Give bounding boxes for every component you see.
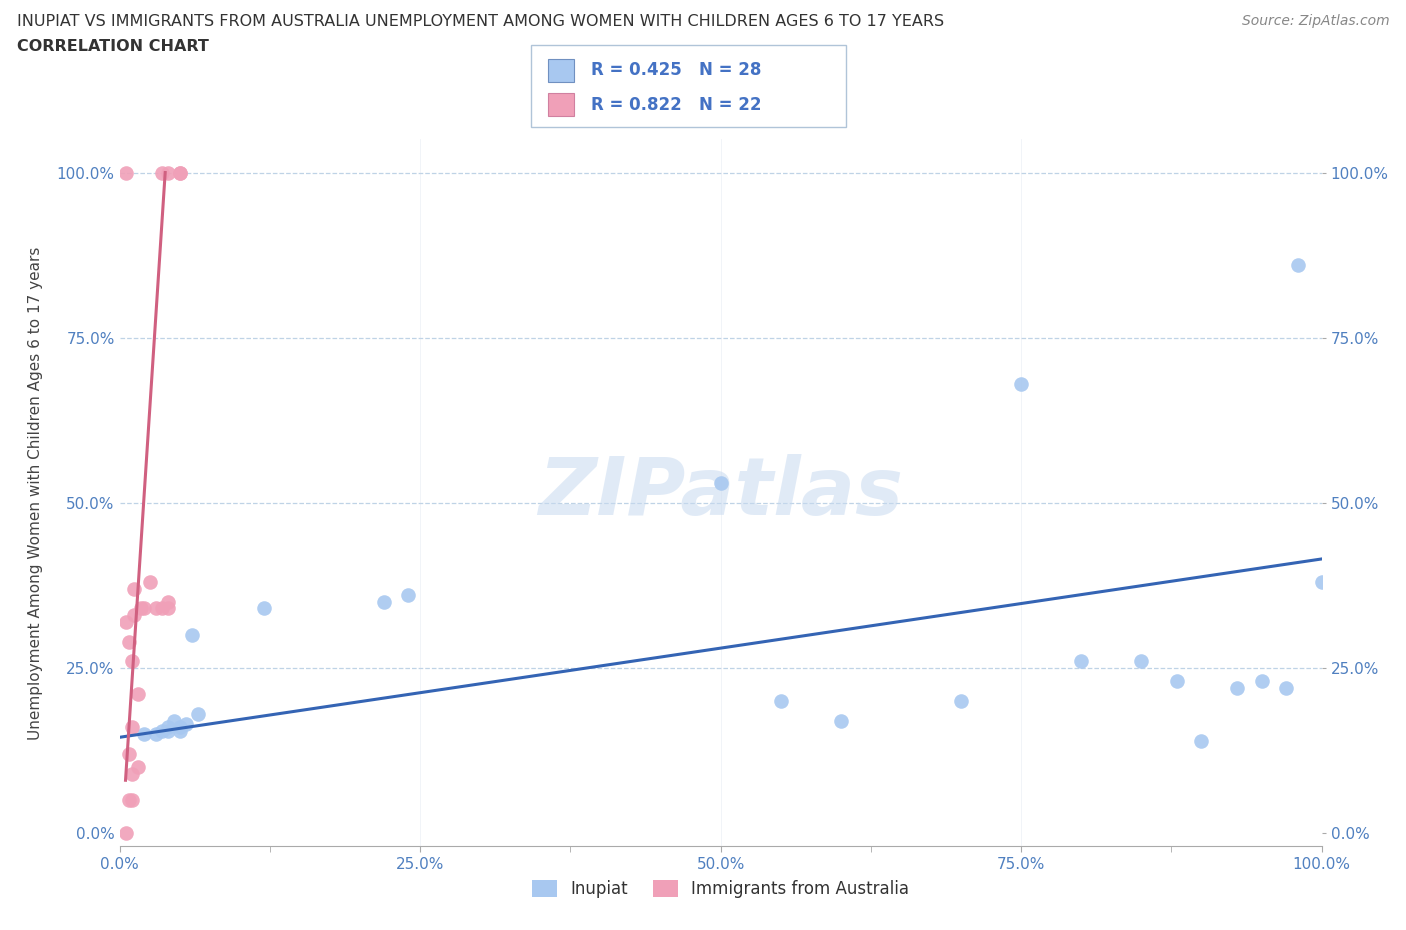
Text: R = 0.425   N = 28: R = 0.425 N = 28 <box>591 61 761 79</box>
Point <box>1189 733 1212 748</box>
Text: INUPIAT VS IMMIGRANTS FROM AUSTRALIA UNEMPLOYMENT AMONG WOMEN WITH CHILDREN AGES: INUPIAT VS IMMIGRANTS FROM AUSTRALIA UNE… <box>17 14 943 29</box>
Point <box>118 792 141 807</box>
Point <box>169 724 191 738</box>
Point <box>769 694 792 709</box>
Point <box>169 166 191 180</box>
Point <box>122 581 145 596</box>
Point <box>118 634 141 649</box>
Point <box>156 724 179 738</box>
Point <box>127 687 149 702</box>
Point <box>180 628 202 643</box>
Point <box>1274 681 1296 696</box>
Point <box>830 713 852 728</box>
Point <box>1310 575 1333 590</box>
Point <box>162 713 184 728</box>
Point <box>121 654 143 669</box>
Point <box>122 607 145 622</box>
Point <box>1286 258 1309 272</box>
Point <box>1166 673 1188 688</box>
Point <box>156 601 179 616</box>
Text: R = 0.822   N = 22: R = 0.822 N = 22 <box>591 96 761 113</box>
Point <box>138 575 160 590</box>
Point <box>150 601 173 616</box>
Y-axis label: Unemployment Among Women with Children Ages 6 to 17 years: Unemployment Among Women with Children A… <box>28 246 42 739</box>
Point <box>156 720 179 735</box>
Point <box>1070 654 1092 669</box>
Point <box>121 720 143 735</box>
Point <box>373 594 395 609</box>
Point <box>129 601 152 616</box>
Point <box>1226 681 1249 696</box>
Point <box>114 615 136 630</box>
Point <box>114 826 136 841</box>
Text: ZIPatlas: ZIPatlas <box>538 454 903 532</box>
Text: CORRELATION CHART: CORRELATION CHART <box>17 39 208 54</box>
Point <box>949 694 972 709</box>
Point <box>121 766 143 781</box>
Text: Source: ZipAtlas.com: Source: ZipAtlas.com <box>1241 14 1389 28</box>
Point <box>156 166 179 180</box>
Point <box>156 594 179 609</box>
Point <box>150 166 173 180</box>
Point <box>253 601 276 616</box>
Point <box>118 747 141 762</box>
Point <box>396 588 419 603</box>
Point <box>169 720 191 735</box>
Point <box>187 707 209 722</box>
Point <box>114 166 136 180</box>
Point <box>169 166 191 180</box>
Point <box>1250 673 1272 688</box>
Point <box>150 724 173 738</box>
Point <box>145 726 167 741</box>
Point <box>1010 377 1032 392</box>
Point <box>145 601 167 616</box>
Point <box>127 760 149 775</box>
Point <box>1130 654 1153 669</box>
Point <box>709 475 731 490</box>
Point <box>174 717 197 732</box>
Point <box>132 726 155 741</box>
Point <box>121 792 143 807</box>
Legend: Inupiat, Immigrants from Australia: Inupiat, Immigrants from Australia <box>526 873 915 905</box>
Point <box>132 601 155 616</box>
